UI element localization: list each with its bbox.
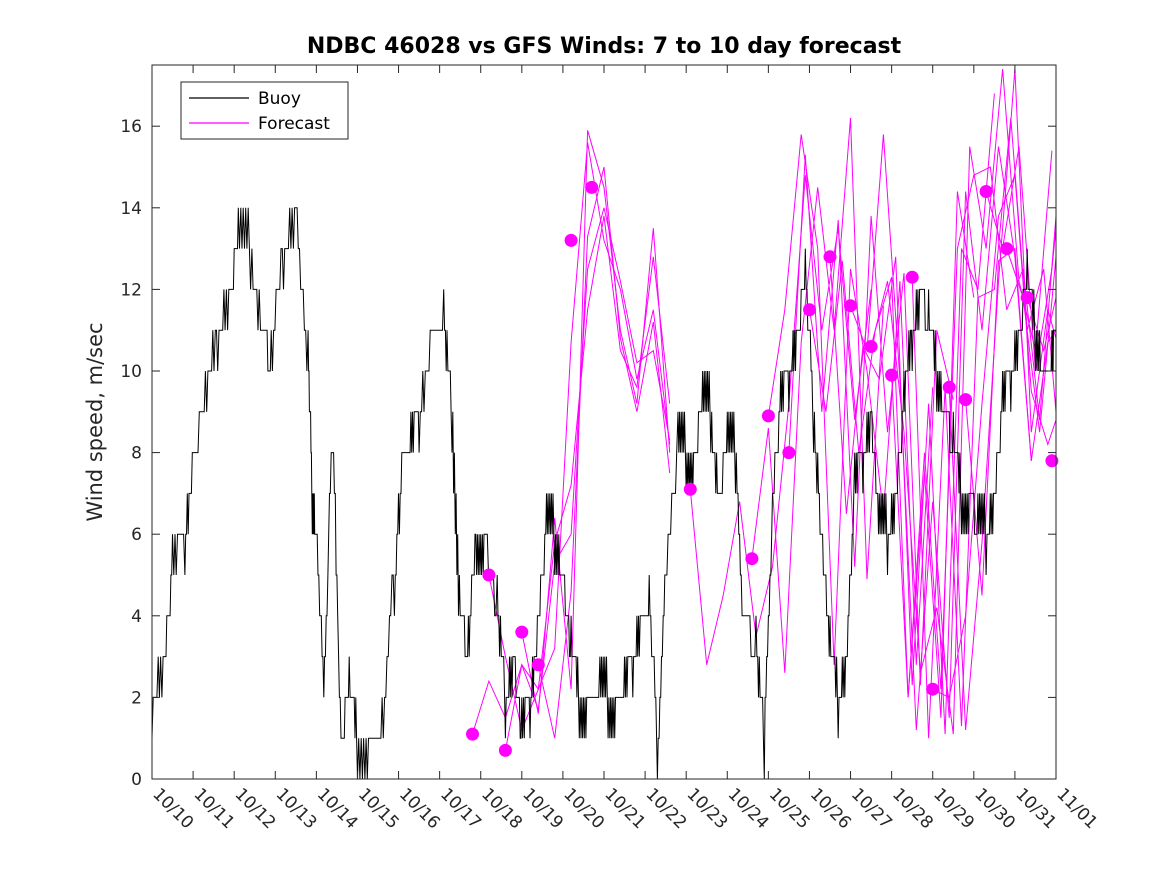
forecast-markers-group xyxy=(466,180,1059,757)
forecast-marker-3 xyxy=(515,625,529,639)
chart-title: NDBC 46028 vs GFS Winds: 7 to 10 day for… xyxy=(307,34,902,59)
y-tick-label: 10 xyxy=(120,362,142,382)
legend-buoy-label: Buoy xyxy=(258,89,301,109)
forecast-marker-2 xyxy=(498,743,512,757)
forecast-marker-23 xyxy=(1045,454,1059,468)
forecast-marker-5 xyxy=(564,233,578,247)
y-axis-ticks: 0 2 4 6 8 10 12 14 16 xyxy=(120,117,1056,790)
y-tick-label: 2 xyxy=(131,688,142,708)
y-tick-label: 0 xyxy=(131,770,142,790)
forecast-line-2 xyxy=(488,142,671,732)
forecast-marker-7 xyxy=(683,482,697,496)
forecast-line-5 xyxy=(537,166,671,739)
plot-area xyxy=(152,65,1056,779)
buoy-series-group xyxy=(151,207,1056,780)
legend: Buoy Forecast xyxy=(180,81,349,140)
forecast-line-12 xyxy=(850,134,1032,731)
forecast-marker-20 xyxy=(979,185,993,198)
forecast-line-6 xyxy=(689,175,872,665)
y-tick-label: 12 xyxy=(120,280,142,300)
y-tick-label: 14 xyxy=(120,199,142,219)
forecast-line-9 xyxy=(788,154,954,686)
forecast-marker-14 xyxy=(864,340,878,353)
forecast-marker-18 xyxy=(942,380,956,394)
forecast-marker-9 xyxy=(761,409,775,423)
forecast-line-17 xyxy=(948,69,1057,731)
forecast-marker-13 xyxy=(844,299,857,313)
y-tick-label: 16 xyxy=(120,117,142,137)
forecast-marker-1 xyxy=(482,568,496,582)
forecast-line-14 xyxy=(891,166,1057,698)
forecast-marker-10 xyxy=(782,446,796,460)
forecast-marker-6 xyxy=(585,180,599,194)
forecast-marker-8 xyxy=(745,552,759,566)
y-tick-label: 8 xyxy=(131,444,142,464)
forecast-marker-0 xyxy=(466,727,479,741)
forecast-marker-11 xyxy=(803,303,816,317)
forecast-line-15 xyxy=(911,117,1057,739)
forecast-line-16 xyxy=(932,175,1057,699)
forecast-marker-16 xyxy=(905,270,919,284)
forecast-marker-17 xyxy=(926,682,940,696)
forecast-line-8 xyxy=(767,134,934,665)
forecast-marker-4 xyxy=(531,658,545,672)
forecast-marker-15 xyxy=(885,368,899,382)
legend-box xyxy=(180,81,349,140)
forecast-marker-12 xyxy=(823,250,837,264)
forecast-marker-22 xyxy=(1020,291,1034,305)
forecast-line-20 xyxy=(1006,248,1057,433)
forecast-marker-19 xyxy=(959,393,973,407)
buoy-line xyxy=(151,207,1056,780)
forecast-line-4 xyxy=(521,130,671,714)
y-tick-label: 4 xyxy=(131,607,142,627)
forecast-marker-21 xyxy=(1000,242,1014,256)
y-axis-label: Wind speed, m/sec xyxy=(83,322,107,521)
y-tick-label: 6 xyxy=(131,525,142,545)
legend-forecast-label: Forecast xyxy=(258,114,330,134)
